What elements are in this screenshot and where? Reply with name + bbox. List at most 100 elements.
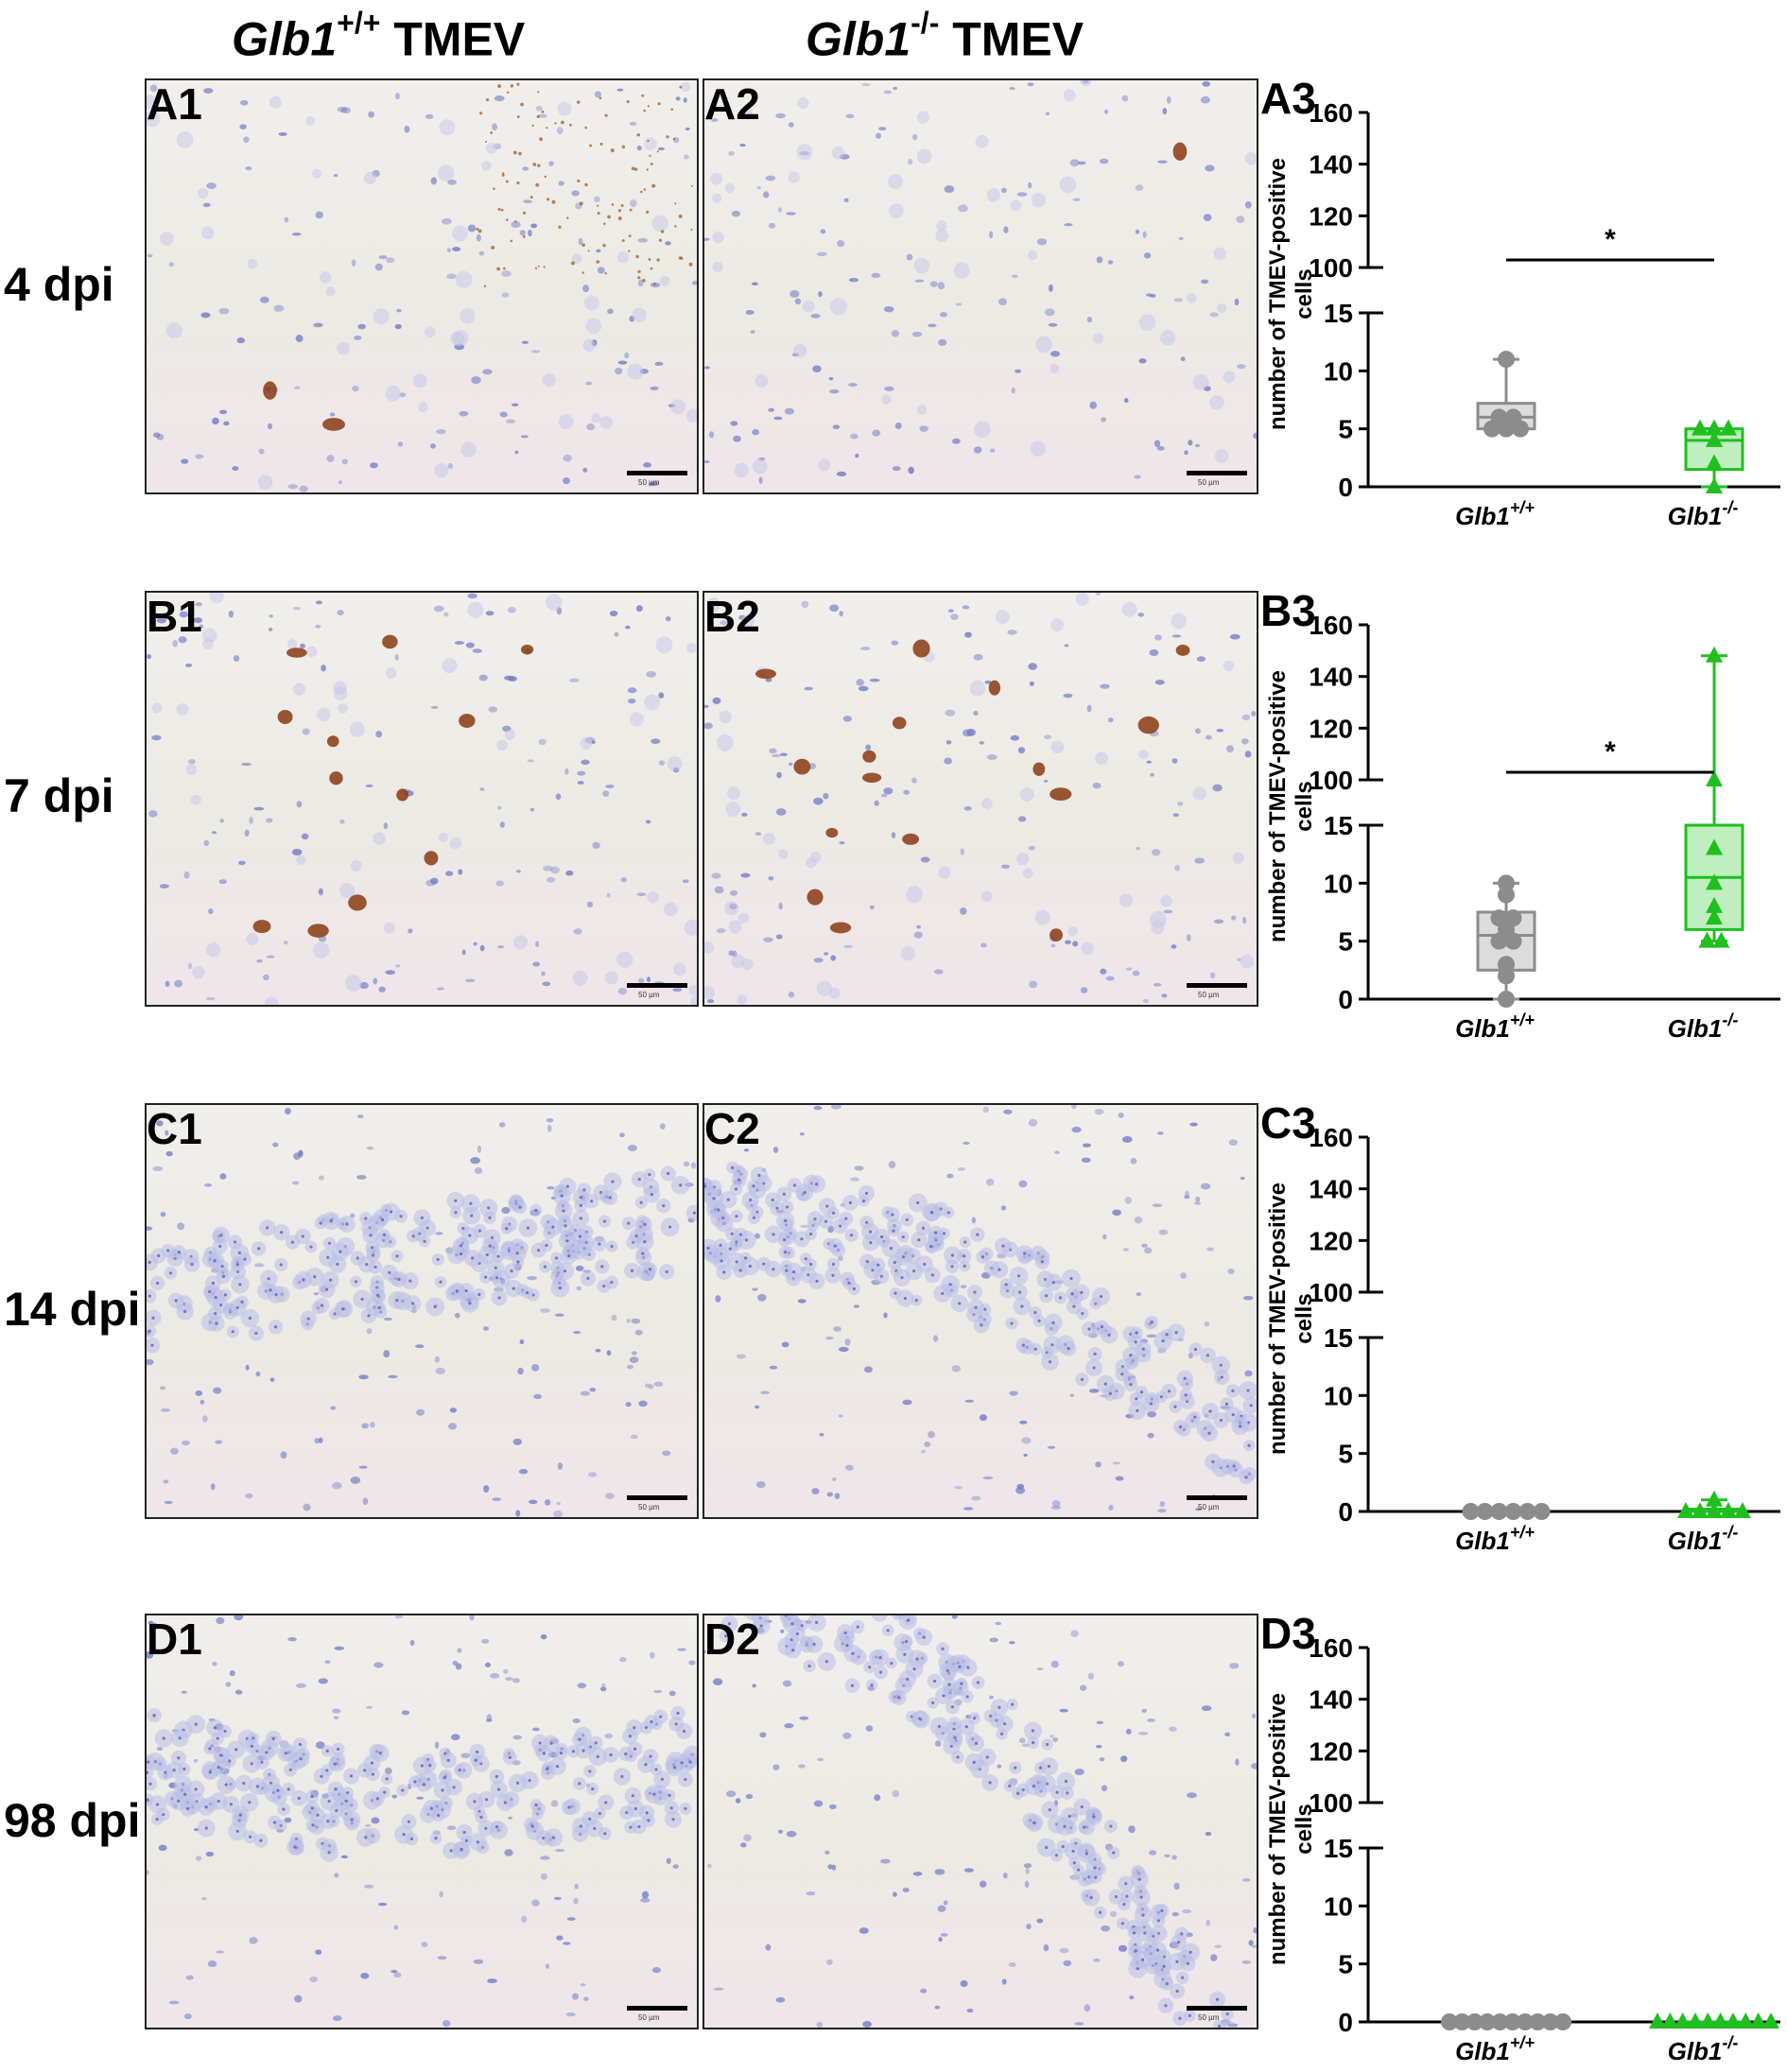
y-tick-label: 0 <box>1338 1497 1353 1527</box>
x-tick-label: Glb1-/- <box>1668 498 1739 530</box>
micrograph-C2: C2 50 µm <box>703 1103 1258 1519</box>
micrograph-B1: B1 50 µm <box>145 591 699 1007</box>
scale-bar: 50 µm <box>627 983 687 988</box>
tissue-cells <box>704 1105 1257 1512</box>
row-label-98dpi: 98 dpi <box>4 1793 140 1848</box>
scale-bar-text: 50 µm <box>638 478 659 487</box>
chart-panel-label: D3 <box>1260 1608 1316 1659</box>
series-0 <box>1441 2013 1571 2030</box>
scale-bar-text: 50 µm <box>1198 991 1219 999</box>
data-point <box>1498 956 1515 973</box>
micrograph-A1: A1 50 µm <box>145 78 699 494</box>
tissue-cells <box>147 593 697 1005</box>
row-label-14dpi: 14 dpi <box>4 1282 140 1337</box>
scale-bar: 50 µm <box>1187 983 1247 988</box>
panel-label: C1 <box>147 1103 202 1154</box>
y-tick-label: 120 <box>1309 201 1353 231</box>
column-title-knockout: Glb1-/- TMEV <box>806 11 1084 67</box>
micrograph-B2: B2 50 µm <box>703 591 1258 1007</box>
tissue-cells <box>147 1615 697 2027</box>
series-0 <box>1463 1503 1551 1520</box>
row-label-7dpi: 7 dpi <box>4 768 114 823</box>
y-tick-label: 10 <box>1324 356 1353 386</box>
data-point <box>1505 909 1522 926</box>
data-point <box>1498 991 1515 1008</box>
chart-panel-label: B3 <box>1260 585 1316 636</box>
y-axis-label: number of TMEV-positivecells <box>1265 158 1317 430</box>
y-tick-label: 15 <box>1324 811 1353 840</box>
scale-bar-text: 50 µm <box>1198 478 1219 487</box>
tissue-cells <box>704 80 1257 484</box>
micrograph-D2: D2 50 µm <box>703 1614 1258 2029</box>
chart-panel-label: A3 <box>1260 73 1316 124</box>
panel-label: D1 <box>147 1614 202 1665</box>
y-tick-label: 10 <box>1324 869 1353 898</box>
x-tick-label: Glb1-/- <box>1668 1010 1739 1043</box>
data-point <box>1534 1503 1551 1520</box>
x-tick-label: Glb1-/- <box>1668 1523 1739 1555</box>
column-title-wildtype: Glb1+/+ TMEV <box>232 11 525 67</box>
y-tick-label: 0 <box>1338 2008 1353 2037</box>
x-tick-label: Glb1+/+ <box>1455 1010 1535 1043</box>
y-tick-label: 5 <box>1338 415 1353 444</box>
tissue-cells <box>704 1615 1257 2028</box>
y-tick-label: 0 <box>1338 473 1353 502</box>
series-0 <box>1478 351 1535 438</box>
genotype-superscript: -/- <box>911 6 939 40</box>
panel-label: B1 <box>147 591 202 642</box>
virus-name: TMEV <box>380 13 525 66</box>
x-tick-label: Glb1+/+ <box>1455 2033 1535 2065</box>
y-tick-label: 140 <box>1309 663 1353 692</box>
y-tick-label: 140 <box>1309 150 1353 180</box>
tissue-image <box>147 593 697 1005</box>
y-tick-label: 5 <box>1338 1950 1353 1979</box>
y-tick-label: 15 <box>1324 1834 1353 1863</box>
tissue-image <box>704 1105 1257 1517</box>
panel-label: B2 <box>704 591 760 642</box>
x-tick-label: Glb1+/+ <box>1455 1523 1535 1555</box>
tissue-image <box>704 593 1257 1005</box>
data-point <box>1554 2013 1571 2030</box>
tissue-image <box>704 80 1257 492</box>
virus-name: TMEV <box>939 13 1084 66</box>
tissue-cells <box>704 593 1256 1005</box>
tissue-image <box>147 80 697 492</box>
scale-bar: 50 µm <box>1187 2006 1247 2011</box>
scale-bar-text: 50 µm <box>1198 1503 1219 1511</box>
data-point <box>1498 874 1515 891</box>
scale-bar: 50 µm <box>627 2006 687 2011</box>
scale-bar: 50 µm <box>627 471 687 475</box>
y-tick-label: 10 <box>1324 1381 1353 1410</box>
scale-bar-text: 50 µm <box>638 1503 659 1511</box>
data-point <box>1706 647 1723 663</box>
genotype-superscript: +/+ <box>337 6 380 40</box>
tissue-cells <box>147 1108 697 1517</box>
y-axis-label: number of TMEV-positivecells <box>1265 1693 1317 1965</box>
y-tick-label: 10 <box>1324 1891 1353 1921</box>
micrograph-C1: C1 50 µm <box>145 1103 699 1519</box>
tissue-image <box>147 1105 697 1517</box>
gene-name: Glb1 <box>232 13 337 66</box>
y-tick-label: 15 <box>1324 299 1353 328</box>
panel-label: A1 <box>147 78 202 130</box>
row-label-4dpi: 4 dpi <box>4 257 114 312</box>
panel-label: D2 <box>704 1614 760 1665</box>
tissue-image <box>704 1615 1257 2028</box>
micrograph-A2: A2 50 µm <box>703 78 1258 494</box>
x-tick-label: Glb1-/- <box>1668 2033 1739 2065</box>
scale-bar-text: 50 µm <box>1198 2013 1219 2022</box>
y-tick-label: 0 <box>1338 985 1353 1014</box>
series-1 <box>1686 420 1743 493</box>
panel-label: C2 <box>704 1103 760 1154</box>
series-1 <box>1649 2012 1779 2029</box>
panel-label: A2 <box>704 78 760 130</box>
series-1 <box>1677 1491 1751 1518</box>
